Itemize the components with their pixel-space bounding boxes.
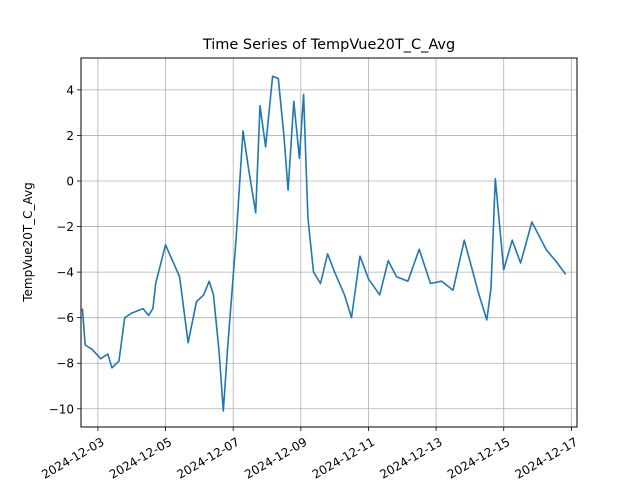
y-tick-label: 4 xyxy=(66,83,74,97)
y-tick-label: −4 xyxy=(56,266,74,280)
y-tick-label: −10 xyxy=(49,402,74,416)
plot-frame xyxy=(80,57,578,428)
y-tick-label: 2 xyxy=(66,129,74,143)
grid-lines xyxy=(81,58,577,427)
y-tick-label: −8 xyxy=(56,357,74,371)
chart-title: Time Series of TempVue20T_C_Avg xyxy=(202,37,455,53)
y-tick-label: −6 xyxy=(56,311,74,325)
series-line xyxy=(81,75,567,412)
y-tick-label: −2 xyxy=(56,220,74,234)
y-tick-label: 0 xyxy=(66,175,74,189)
y-axis-label: TempVue20T_C_Avg xyxy=(21,182,35,303)
